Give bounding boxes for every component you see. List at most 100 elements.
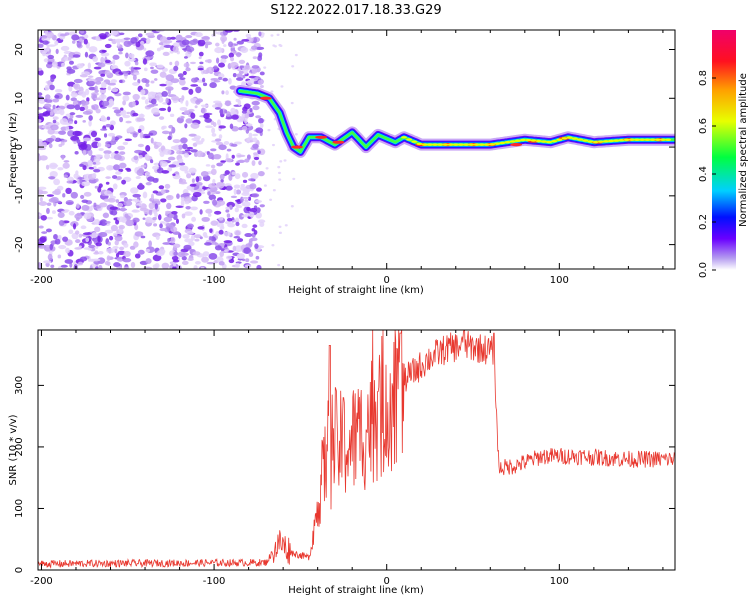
spectrogram-noise-blob — [132, 100, 136, 107]
spectrogram-noise-blob — [257, 55, 263, 62]
spectrogram-noise-blob — [169, 61, 173, 66]
spectrogram-noise-blob — [85, 237, 90, 243]
spectrogram-noise-blob — [191, 216, 197, 222]
spectrogram-noise-blob — [45, 262, 50, 268]
spectrogram-noise-blob — [256, 187, 262, 192]
spectrogram-noise-blob — [246, 138, 251, 144]
spectrogram-noise-blob — [233, 235, 241, 239]
spectrogram-noise-blob — [73, 78, 83, 84]
spectrogram-noise-blob — [259, 204, 265, 208]
spectrogram-noise-blob — [67, 130, 75, 137]
spectrogram-noise-blob — [132, 209, 138, 213]
spectrogram-noise-blob — [115, 171, 122, 175]
spectrogram-noise-blob — [246, 79, 255, 86]
spectrogram-noise-blob — [120, 207, 126, 212]
snr-panel: -200 -100 0 100 0 100 200 300 Height of straig… — [8, 329, 676, 596]
spectrogram-noise-blob — [123, 40, 132, 47]
spectrogram-noise-blob — [88, 80, 95, 86]
spectrogram-noise-blob — [47, 61, 53, 65]
spectrogram-noise-blob — [150, 137, 154, 144]
spectrogram-noise-blob — [97, 257, 106, 264]
spectrogram-noise-blob — [45, 137, 55, 143]
spectrogram-noise-blob — [123, 250, 131, 257]
spectrogram-noise-blob — [186, 46, 195, 53]
spectrogram-noise-blob — [184, 123, 188, 129]
spectrogram-noise-blob — [249, 183, 257, 190]
spectrogram-noise-blob — [138, 167, 145, 174]
spectrogram-y-tick-label: -20 — [14, 236, 25, 252]
spectrogram-ridge-core — [520, 138, 527, 142]
spectrogram-noise-blob — [214, 191, 221, 195]
spectrogram-noise-blob — [251, 193, 260, 198]
spectrogram-noise-blob — [277, 165, 281, 169]
spectrogram-noise-blob — [104, 69, 111, 76]
spectrogram-noise-blob — [123, 242, 129, 248]
spectrogram-noise-blob — [181, 95, 185, 101]
spectrogram-noise-blob — [122, 95, 130, 102]
spectrogram-noise-blob — [248, 132, 253, 138]
spectrogram-noise-blob — [159, 45, 165, 50]
spectrogram-noise-blob — [161, 170, 170, 174]
spectrogram-noise-blob — [144, 135, 151, 139]
spectrogram-noise-blob — [90, 154, 95, 162]
spectrogram-noise-blob — [52, 119, 57, 124]
spectrogram-noise-blob — [278, 225, 282, 229]
spectrogram-noise-blob — [246, 154, 251, 161]
spectrogram-noise-blob — [191, 137, 200, 141]
spectrogram-noise-blob — [137, 128, 142, 133]
spectrogram-noise-blob — [198, 56, 202, 60]
spectrogram-noise-blob — [54, 89, 63, 93]
spectrogram-noise-blob — [152, 264, 159, 269]
spectrogram-noise-blob — [103, 133, 108, 138]
spectrogram-ridge-core — [411, 140, 418, 143]
spectrogram-noise-blob — [114, 235, 123, 242]
spectrogram-noise-blob — [261, 32, 265, 36]
spectrogram-noise-blob — [110, 65, 117, 70]
spectrogram-noise-blob — [252, 56, 258, 60]
spectrogram-noise-blob — [98, 147, 104, 152]
spectrogram-noise-blob — [39, 155, 48, 161]
spectrogram-noise-blob — [159, 228, 168, 232]
spectrogram-noise-blob — [62, 139, 68, 143]
spectrogram-noise-blob — [218, 229, 224, 235]
spectrogram-noise-blob — [189, 183, 197, 187]
spectrogram-noise-blob — [218, 261, 225, 266]
spectrogram-noise-blob — [172, 259, 180, 263]
spectrogram-noise-blob — [141, 96, 146, 100]
spectrogram-noise-blob — [48, 143, 53, 149]
spectrogram-noise-blob — [76, 139, 81, 144]
spectrogram-noise-blob — [46, 207, 50, 215]
spectrogram-ridge-core — [478, 143, 485, 146]
spectrogram-noise-blob — [88, 244, 96, 249]
spectrogram-noise-blob — [108, 38, 113, 42]
spectrogram-noise-blob — [195, 182, 203, 186]
spectrogram-noise-blob — [178, 162, 186, 166]
spectrogram-noise-blob — [118, 51, 123, 55]
spectrogram-noise-blob — [236, 253, 245, 260]
spectrogram-noise-blob — [248, 178, 256, 182]
spectrogram-noise-blob — [116, 40, 121, 47]
spectrogram-ridge-core — [452, 143, 459, 146]
spectrogram-noise-blob — [205, 208, 213, 214]
spectrogram-noise-blob — [171, 211, 178, 215]
spectrogram-noise-blob — [252, 133, 259, 137]
spectrogram-noise-blob — [202, 82, 208, 87]
spectrogram-noise-blob — [283, 159, 287, 162]
spectrogram-noise-blob — [107, 132, 116, 137]
spectrogram-ridge-core — [494, 142, 501, 145]
spectrogram-noise-blob — [50, 264, 55, 269]
spectrogram-noise-blob — [194, 238, 200, 242]
spectrogram-noise-blob — [220, 178, 224, 183]
spectrogram-noise-blob — [190, 206, 198, 211]
spectrogram-noise-blob — [226, 148, 232, 152]
spectrogram-noise-blob — [111, 135, 116, 142]
spectrogram-noise-blob — [225, 220, 232, 225]
spectrogram-noise-blob — [124, 213, 129, 218]
colorbar-tick-label: 0.6 — [698, 118, 709, 134]
spectrogram-noise-blob — [232, 245, 237, 252]
spectrogram-noise-blob — [119, 246, 125, 251]
spectrogram-noise-blob — [94, 85, 98, 91]
spectrogram-noise-blob — [170, 145, 179, 150]
spectrogram-noise-blob — [137, 33, 143, 38]
spectrogram-noise-blob — [169, 113, 175, 118]
